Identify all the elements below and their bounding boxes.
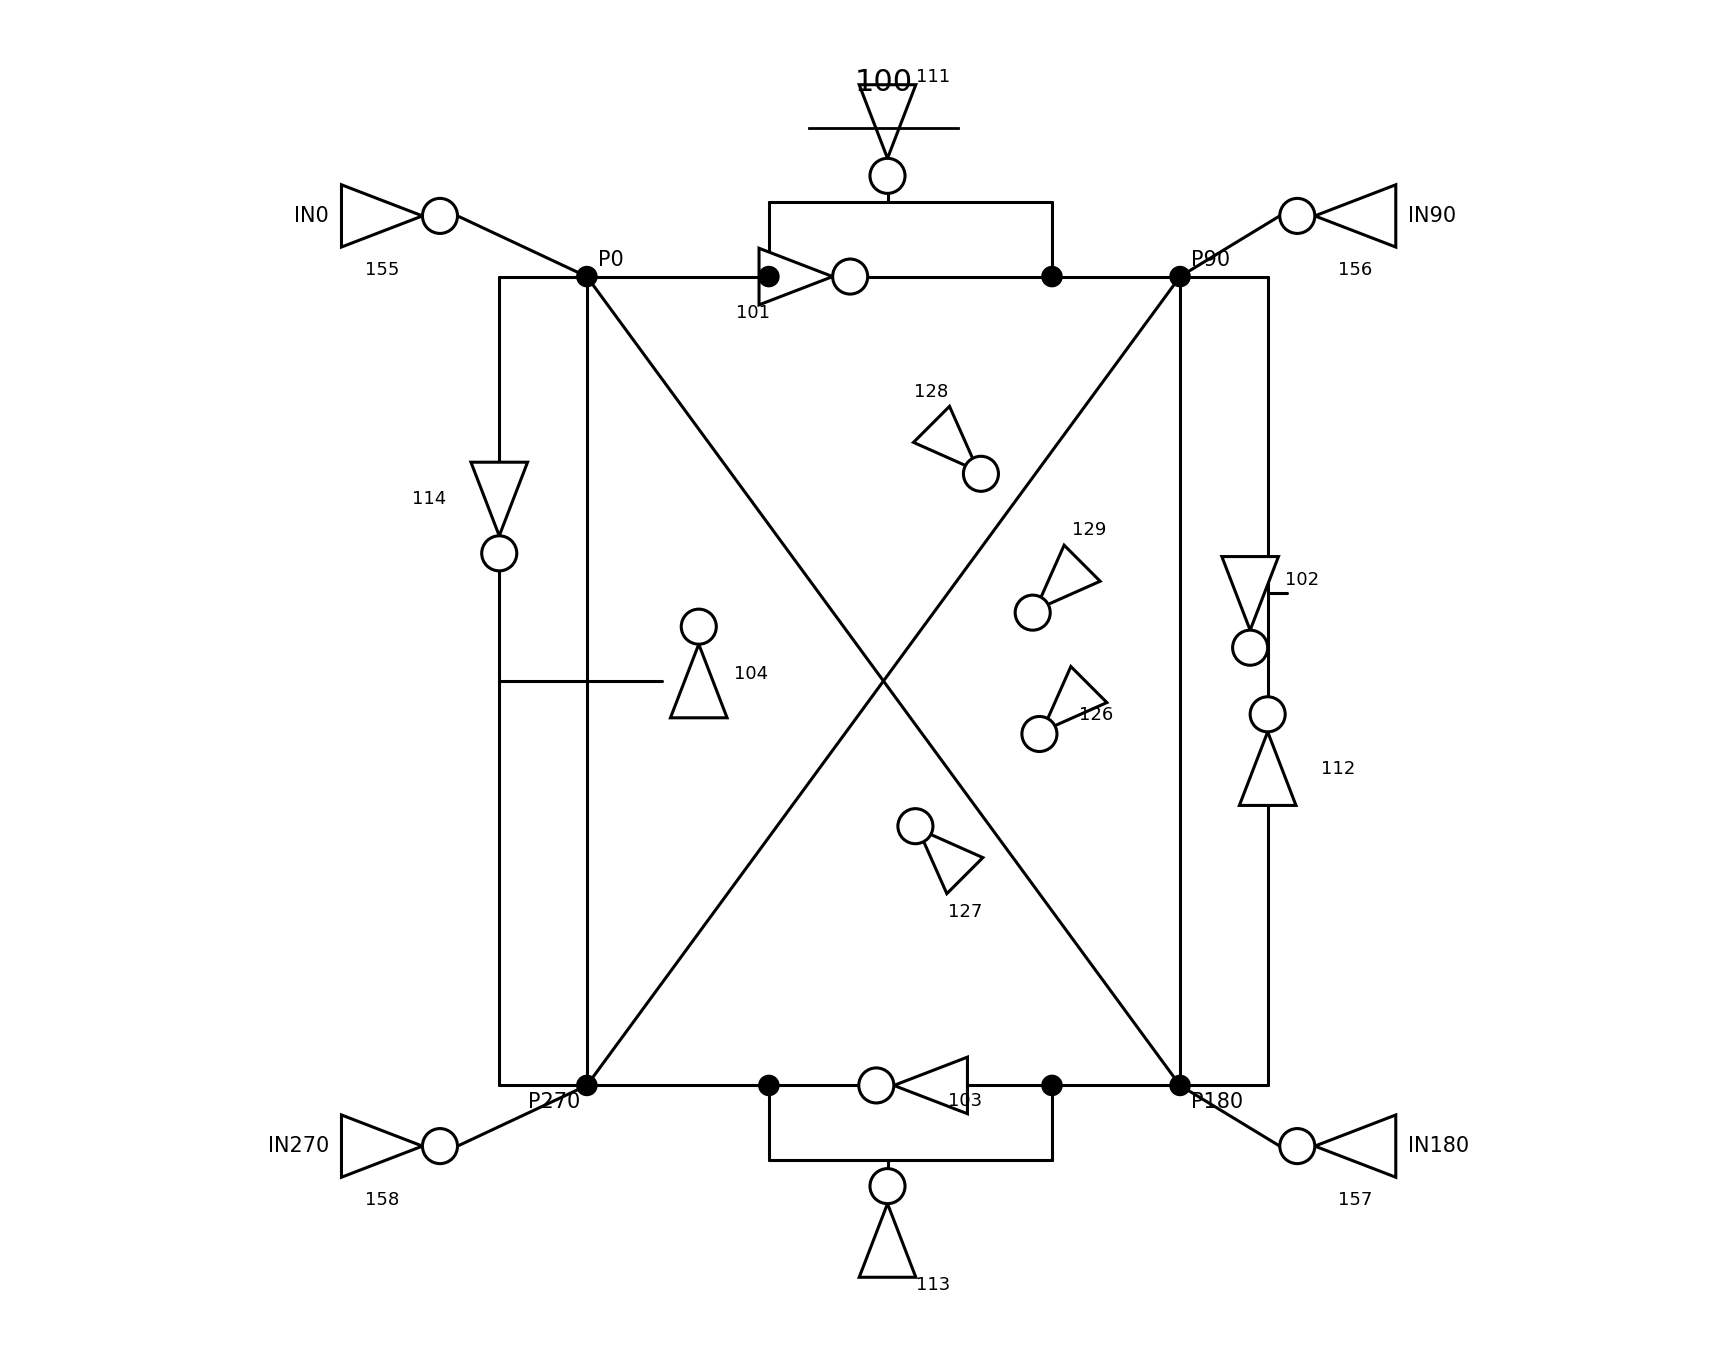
Text: 156: 156 — [1338, 262, 1372, 279]
Text: P90: P90 — [1191, 249, 1230, 270]
Circle shape — [759, 1075, 779, 1096]
Polygon shape — [860, 84, 916, 158]
Circle shape — [898, 809, 934, 843]
Text: P270: P270 — [528, 1092, 581, 1113]
Circle shape — [858, 1068, 894, 1103]
Circle shape — [1042, 266, 1062, 287]
Text: 111: 111 — [916, 68, 951, 86]
Text: 113: 113 — [916, 1276, 951, 1294]
Polygon shape — [670, 644, 726, 718]
Text: 129: 129 — [1072, 522, 1107, 539]
Text: 128: 128 — [915, 383, 949, 400]
Text: IN90: IN90 — [1408, 206, 1456, 226]
Circle shape — [1023, 716, 1057, 752]
Text: 157: 157 — [1338, 1192, 1372, 1209]
Polygon shape — [1316, 185, 1396, 247]
Polygon shape — [1042, 666, 1107, 731]
Circle shape — [682, 609, 716, 644]
Text: P0: P0 — [598, 249, 624, 270]
Text: 100: 100 — [855, 68, 913, 97]
Circle shape — [1042, 1075, 1062, 1096]
Circle shape — [870, 1169, 904, 1204]
Text: P180: P180 — [1191, 1092, 1244, 1113]
Circle shape — [1170, 266, 1191, 287]
Polygon shape — [860, 1204, 916, 1278]
Polygon shape — [1316, 1115, 1396, 1177]
Circle shape — [1016, 595, 1050, 631]
Text: 158: 158 — [365, 1192, 399, 1209]
Text: 104: 104 — [733, 665, 767, 684]
Text: 112: 112 — [1321, 760, 1355, 778]
Text: 155: 155 — [365, 262, 399, 279]
Text: IN270: IN270 — [267, 1136, 329, 1156]
Circle shape — [1170, 1075, 1191, 1096]
Polygon shape — [913, 406, 978, 471]
Polygon shape — [1240, 731, 1297, 805]
Circle shape — [576, 266, 598, 287]
Polygon shape — [894, 1057, 968, 1114]
Circle shape — [759, 266, 779, 287]
Polygon shape — [341, 1115, 423, 1177]
Circle shape — [1280, 199, 1316, 233]
Polygon shape — [918, 829, 983, 893]
Circle shape — [1250, 697, 1285, 731]
Text: IN180: IN180 — [1408, 1136, 1470, 1156]
Text: 126: 126 — [1079, 706, 1113, 723]
Polygon shape — [759, 248, 833, 305]
Text: 102: 102 — [1285, 571, 1319, 588]
Circle shape — [870, 158, 904, 193]
Polygon shape — [471, 462, 528, 535]
Circle shape — [423, 1129, 457, 1163]
Text: 114: 114 — [411, 490, 445, 508]
Text: 127: 127 — [949, 903, 983, 922]
Polygon shape — [341, 185, 423, 247]
Circle shape — [1233, 631, 1268, 665]
Text: 103: 103 — [947, 1092, 982, 1110]
Text: IN0: IN0 — [295, 206, 329, 226]
Circle shape — [481, 535, 517, 571]
Circle shape — [963, 456, 999, 492]
Circle shape — [576, 1075, 598, 1096]
Circle shape — [423, 199, 457, 233]
Text: 101: 101 — [737, 304, 771, 321]
Circle shape — [1280, 1129, 1316, 1163]
Polygon shape — [1035, 545, 1100, 610]
Polygon shape — [1221, 557, 1278, 631]
Circle shape — [833, 259, 868, 294]
